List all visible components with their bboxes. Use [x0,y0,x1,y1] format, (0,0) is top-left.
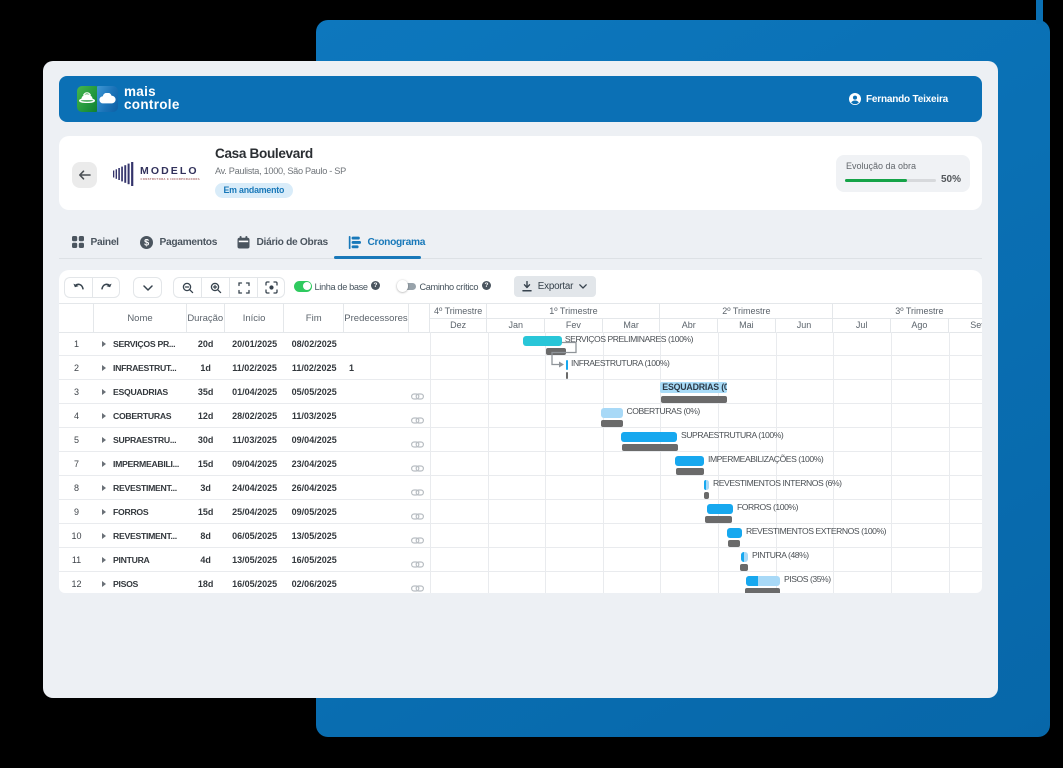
svg-text:$: $ [144,237,149,247]
